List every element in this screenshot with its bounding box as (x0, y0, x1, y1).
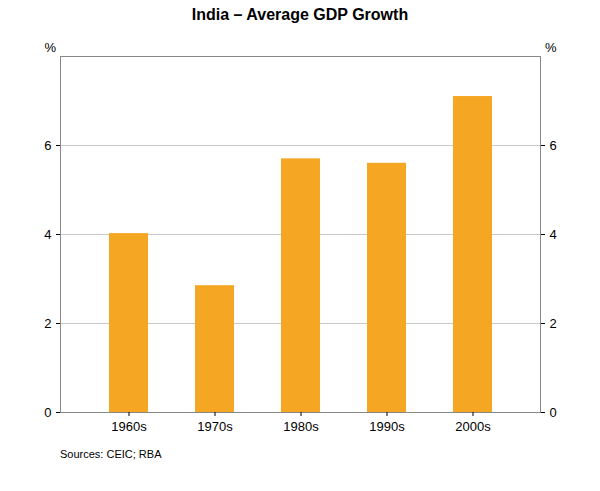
svg-text:2000s: 2000s (455, 419, 491, 434)
svg-text:1960s: 1960s (111, 419, 147, 434)
svg-text:0: 0 (550, 405, 557, 420)
html-text:India – Average GDP Growth: India – Average GDP Growth (191, 6, 409, 23)
svg-text:6: 6 (44, 138, 51, 153)
svg-text:2: 2 (550, 316, 557, 331)
svg-text:0: 0 (44, 405, 51, 420)
svg-text:1990s: 1990s (369, 419, 405, 434)
svg-text:1980s: 1980s (283, 419, 319, 434)
svg-text:4: 4 (550, 227, 557, 242)
svg-text:6: 6 (550, 138, 557, 153)
svg-text:1970s: 1970s (197, 419, 233, 434)
svg-text:2: 2 (44, 316, 51, 331)
svg-text:%: % (45, 40, 57, 55)
html-text:Sources: CEIC; RBA: Sources: CEIC; RBA (60, 448, 162, 460)
svg-text:%: % (545, 40, 557, 55)
svg-text:4: 4 (44, 227, 51, 242)
